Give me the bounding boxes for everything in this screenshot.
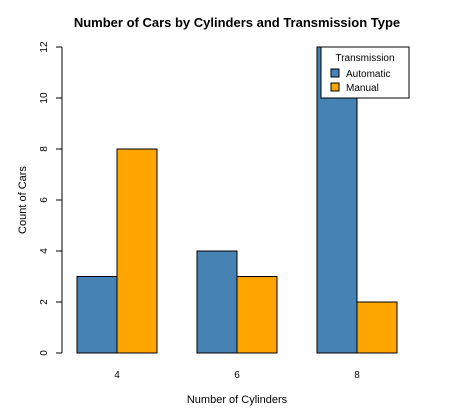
y-tick-label: 2 (39, 299, 50, 305)
legend-swatch-automatic (330, 68, 340, 78)
bar-automatic-6 (196, 250, 238, 354)
y-tick-label: 8 (39, 146, 50, 152)
bar-manual-8 (356, 301, 398, 354)
legend-label-automatic: Automatic (346, 69, 390, 80)
x-tick-label: 8 (354, 370, 360, 381)
y-axis: 0 2 4 6 8 10 12 (39, 41, 63, 356)
x-tick-label: 4 (114, 370, 120, 381)
x-axis-label: Number of Cylinders (187, 394, 288, 406)
chart-title: Number of Cars by Cylinders and Transmis… (74, 15, 400, 30)
legend-label-manual: Manual (346, 83, 379, 94)
y-tick-label: 10 (39, 92, 50, 104)
x-tick-labels: 4 6 8 (114, 370, 360, 381)
y-tick-label: 4 (39, 248, 50, 254)
y-axis-label: Count of Cars (17, 166, 29, 234)
bar-manual-6 (236, 276, 278, 354)
y-tick-label: 12 (39, 41, 50, 53)
y-tick-label: 0 (39, 350, 50, 356)
bar-manual-4 (116, 148, 158, 354)
y-tick-label: 6 (39, 197, 50, 203)
legend: Transmission Automatic Manual (320, 46, 410, 99)
legend-swatch-manual (330, 82, 340, 92)
bars-group (76, 46, 398, 354)
x-tick-label: 6 (234, 370, 240, 381)
legend-title: Transmission (335, 53, 394, 64)
bar-automatic-4 (76, 276, 118, 354)
